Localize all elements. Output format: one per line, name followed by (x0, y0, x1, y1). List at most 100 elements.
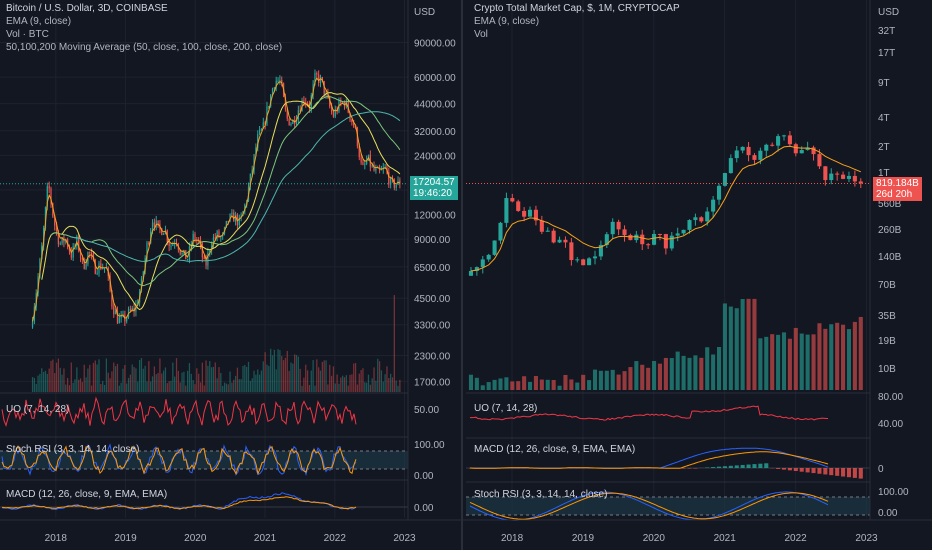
left-volume-bar (118, 385, 120, 392)
left-volume-bar (218, 367, 220, 392)
left-volume-bar (78, 379, 80, 392)
left-candle (70, 251, 72, 258)
left-volume-bar (120, 382, 122, 392)
left-candle (55, 225, 58, 232)
left-legend: Bitcoin / U.S. Dollar, 3D, COINBASE EMA … (6, 2, 282, 54)
right-macd-histogram-bar (817, 468, 822, 474)
right-macd-histogram-bar (852, 468, 857, 478)
left-candle (286, 109, 288, 119)
left-volume-bar (305, 364, 307, 392)
left-candle (205, 259, 207, 266)
right-stochrsi-label[interactable]: Stoch RSI (3, 3, 14, 14, close) (474, 489, 608, 500)
left-candle (364, 163, 366, 165)
left-candle (59, 243, 61, 245)
left-volume-bar (366, 382, 368, 392)
right-volume-bar (510, 381, 515, 390)
right-candle (740, 146, 745, 151)
right-candle (728, 158, 733, 174)
left-volume-bar (135, 368, 137, 392)
right-y-tick-12: 10B (878, 364, 896, 375)
right-y-tick-5: 1T (878, 168, 890, 179)
left-volume-bar (89, 364, 91, 392)
left-volume-bar (334, 383, 336, 392)
left-volume-bar (131, 364, 133, 392)
right-chart-title[interactable]: Crypto Total Market Cap, $, 1M, CRYPTOCA… (474, 3, 680, 14)
left-candle (369, 154, 371, 167)
right-volume-bar (516, 381, 521, 390)
left-volume-bar (270, 348, 272, 392)
right-volume-bar (829, 324, 834, 390)
right-candle (581, 259, 586, 266)
left-volume-bar (390, 373, 392, 392)
left-volume-bar (52, 359, 54, 392)
left-volume-bar (345, 375, 347, 392)
right-volume-bar (551, 380, 556, 390)
left-volume-bar (329, 364, 331, 392)
left-volume-bar (233, 379, 235, 392)
left-volume-bar (164, 367, 167, 392)
left-candle (238, 217, 240, 226)
right-y-tick-9: 70B (878, 280, 896, 291)
right-uo-label[interactable]: UO (7, 14, 28) (474, 403, 538, 414)
left-candle (118, 317, 120, 324)
left-candle (151, 222, 154, 232)
right-volume-bar (852, 321, 857, 390)
right-candle (563, 239, 568, 243)
right-volume-bar (799, 333, 804, 390)
right-y-tick-6: 560B (878, 199, 902, 210)
right-candle (592, 256, 598, 259)
left-chart-title[interactable]: Bitcoin / U.S. Dollar, 3D, COINBASE (6, 3, 168, 14)
left-volume-bar (194, 384, 196, 392)
left-ema-label[interactable]: EMA (9, close) (6, 16, 72, 27)
right-candle (492, 240, 497, 255)
right-ema-label[interactable]: EMA (9, close) (474, 16, 540, 27)
left-volume-bar (318, 367, 320, 392)
right-candle (705, 211, 710, 222)
right-candle (468, 270, 473, 276)
right-volume-bar (539, 379, 544, 390)
left-last-price-tag: 17204.57 19:46:20 (410, 176, 458, 200)
left-volume-bar (148, 361, 150, 392)
left-volume-bar (31, 377, 34, 392)
right-x-tick-2018: 2018 (501, 533, 524, 544)
left-volume-bar (186, 370, 189, 392)
right-volume-bar (858, 316, 863, 390)
right-volume-bar (504, 377, 509, 390)
left-volume-bar (76, 367, 78, 392)
left-candle (314, 72, 316, 85)
left-stochrsi-label[interactable]: Stoch RSI (3, 3, 14, 14, close) (6, 444, 140, 455)
left-volume-bar (155, 374, 157, 392)
left-x-tick-2019: 2019 (114, 533, 137, 544)
right-macd-label[interactable]: MACD (12, 26, close, 9, EMA, EMA) (474, 444, 636, 455)
right-volume-bar (569, 379, 574, 390)
left-ma-label[interactable]: 50,100,200 Moving Average (50, close, 10… (6, 42, 283, 53)
left-volume-bar (336, 374, 338, 392)
left-volume-bar (342, 375, 344, 392)
left-candle (330, 106, 333, 112)
left-uo-label[interactable]: UO (7, 14, 28) (6, 404, 70, 415)
right-y-tick-10: 35B (878, 311, 896, 322)
left-volume-bar (33, 377, 36, 392)
left-volume-bar (174, 376, 176, 392)
right-volume-bar (557, 385, 562, 390)
right-volume-bar (604, 370, 609, 390)
left-volume-bar (196, 368, 198, 392)
left-volume-bar (332, 366, 335, 392)
left-volume-bar (50, 360, 52, 392)
right-volume-label[interactable]: Vol (474, 29, 488, 40)
left-candle (279, 80, 281, 82)
right-volume-bar (817, 323, 822, 390)
right-macd-histogram-bar (846, 468, 852, 478)
left-volume-label[interactable]: Vol · BTC (6, 29, 49, 40)
right-macd-histogram-bar (728, 465, 733, 468)
left-candle (39, 258, 41, 277)
left-candle (373, 165, 375, 171)
left-candle (214, 237, 216, 239)
left-volume-bar (214, 362, 216, 392)
right-stochrsi-tick-upper: 100.00 (878, 487, 909, 498)
left-volume-bar (35, 383, 37, 392)
left-candle (329, 97, 331, 107)
left-candle (116, 311, 119, 324)
right-volume-bar (616, 374, 621, 390)
left-macd-label[interactable]: MACD (12, 26, close, 9, EMA, EMA) (6, 489, 168, 500)
